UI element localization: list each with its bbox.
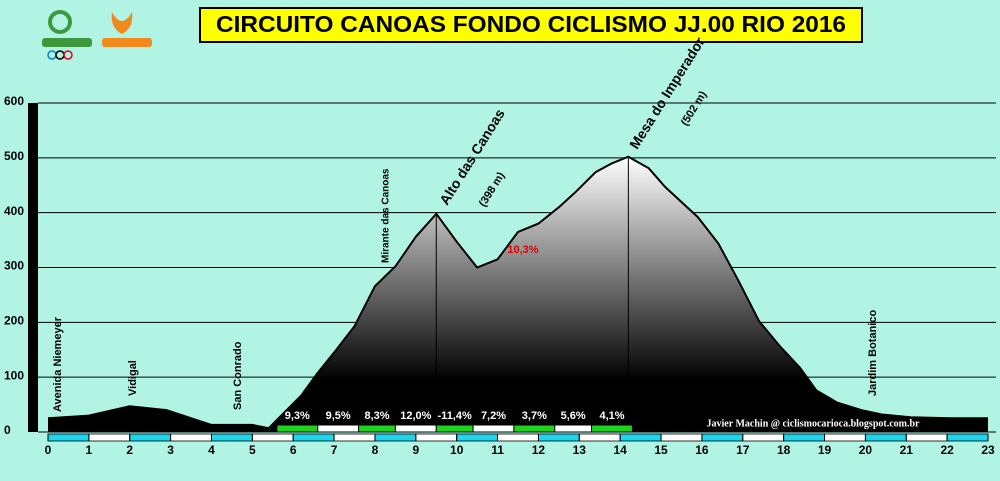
gradient-label: 7,2% bbox=[481, 410, 506, 422]
gradient-box bbox=[276, 424, 319, 433]
annotation: Mesa do Imperador bbox=[626, 34, 708, 152]
y-axis-bar bbox=[28, 103, 38, 432]
km-segment bbox=[946, 433, 989, 442]
gradient-label: 9,3% bbox=[285, 410, 310, 422]
y-tick-label: 0 bbox=[4, 423, 11, 437]
x-tick-label: 1 bbox=[86, 443, 93, 457]
km-segment bbox=[211, 433, 253, 442]
km-segment bbox=[415, 433, 458, 442]
profile-area bbox=[48, 156, 988, 432]
x-tick-label: 13 bbox=[573, 443, 587, 457]
km-segment bbox=[129, 433, 172, 442]
x-tick-label: 3 bbox=[167, 443, 174, 457]
x-tick-label: 2 bbox=[126, 443, 133, 457]
x-tick-label: 20 bbox=[859, 443, 873, 457]
km-segment bbox=[660, 433, 703, 442]
y-tick-label: 500 bbox=[4, 149, 24, 163]
km-segment bbox=[47, 433, 90, 442]
km-segment bbox=[742, 433, 785, 442]
km-segment bbox=[824, 433, 866, 442]
km-segment bbox=[170, 433, 212, 442]
annotation: Avenida Niemeyer bbox=[52, 316, 64, 412]
annotation: Javier Machin @ ciclismocarioca.blogspot… bbox=[707, 418, 921, 429]
x-tick-label: 14 bbox=[613, 443, 627, 457]
y-tick-label: 100 bbox=[4, 368, 24, 382]
x-tick-label: 7 bbox=[331, 443, 338, 457]
profile-line bbox=[47, 155, 988, 430]
annotation: Vidigal bbox=[127, 360, 139, 396]
km-segment bbox=[578, 433, 621, 442]
gradient-label: 5,6% bbox=[561, 410, 586, 422]
km-segment bbox=[333, 433, 376, 442]
km-segment bbox=[292, 433, 335, 442]
x-tick-label: 0 bbox=[45, 443, 52, 457]
km-segment bbox=[619, 433, 662, 442]
annotation: (398 m) bbox=[477, 170, 508, 209]
gradient-label: 12,0% bbox=[400, 410, 431, 422]
x-tick-label: 23 bbox=[981, 443, 995, 457]
x-tick-label: 11 bbox=[491, 443, 504, 457]
annotation: Mirante das Canoas bbox=[381, 168, 392, 263]
annotation: Jardim Botanico bbox=[867, 310, 879, 396]
gradient-box bbox=[394, 424, 437, 433]
gradient-box bbox=[472, 424, 515, 433]
x-tick-label: 4 bbox=[208, 443, 215, 457]
y-tick-label: 300 bbox=[4, 259, 24, 273]
x-tick-label: 5 bbox=[249, 443, 256, 457]
x-tick-label: 9 bbox=[412, 443, 419, 457]
chart-title: CIRCUITO CANOAS FONDO CICLISMO JJ.00 RIO… bbox=[216, 11, 846, 37]
km-segment bbox=[251, 433, 294, 442]
x-tick-label: 8 bbox=[372, 443, 379, 457]
km-segment bbox=[538, 433, 580, 442]
gradient-label: 4,1% bbox=[599, 410, 624, 422]
x-tick-label: 16 bbox=[695, 443, 709, 457]
gradient-label: 3,7% bbox=[522, 410, 547, 422]
gradient-box bbox=[435, 424, 474, 433]
annotation: (502 m) bbox=[679, 89, 710, 128]
km-segment bbox=[497, 433, 539, 442]
logo-olympic bbox=[42, 10, 92, 60]
gradient-box bbox=[591, 424, 633, 433]
x-tick-label: 18 bbox=[777, 443, 791, 457]
gradient-box bbox=[358, 424, 396, 433]
x-tick-label: 6 bbox=[290, 443, 297, 457]
km-segment bbox=[701, 433, 744, 442]
gradient-label: 9,5% bbox=[326, 410, 351, 422]
gradient-box bbox=[317, 424, 360, 433]
x-tick-label: 12 bbox=[532, 443, 546, 457]
x-tick-label: 17 bbox=[736, 443, 750, 457]
km-segment bbox=[783, 433, 825, 442]
x-tick-label: 22 bbox=[940, 443, 954, 457]
y-tick-label: 400 bbox=[4, 204, 24, 218]
x-tick-label: 19 bbox=[818, 443, 832, 457]
x-tick-label: 21 bbox=[900, 443, 914, 457]
km-segment bbox=[456, 433, 498, 442]
annotation: San Conrado bbox=[232, 341, 244, 410]
x-tick-label: 15 bbox=[654, 443, 668, 457]
y-tick-label: 600 bbox=[4, 94, 24, 108]
annotation: 10,3% bbox=[507, 244, 538, 256]
logo-paralympic bbox=[102, 12, 152, 47]
gradient-label: -11,4% bbox=[438, 410, 472, 422]
x-tick-label: 10 bbox=[450, 443, 464, 457]
km-segment bbox=[864, 433, 907, 442]
km-segment bbox=[88, 433, 131, 442]
km-segment bbox=[374, 433, 417, 442]
gradient-label: 8,3% bbox=[364, 410, 389, 422]
gradient-box bbox=[513, 424, 556, 433]
title-box bbox=[199, 7, 863, 43]
km-segment bbox=[905, 433, 948, 442]
gradient-box bbox=[554, 424, 593, 433]
y-tick-label: 200 bbox=[4, 314, 24, 328]
